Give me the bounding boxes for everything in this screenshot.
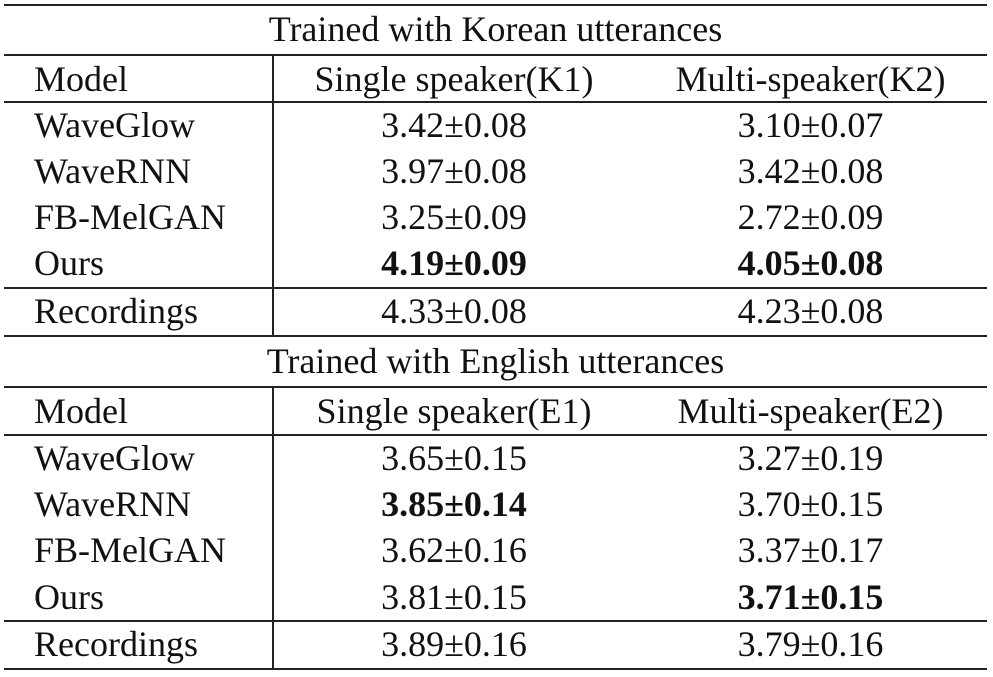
header-multi-speaker: Multi-speaker(E2) [677,391,944,431]
rule [4,335,987,337]
score-single-best: 3.85±0.14 [381,484,527,524]
model-name: Ours [34,243,104,283]
header-multi-speaker: Multi-speaker(K2) [675,59,946,99]
score-multi: 3.10±0.07 [737,105,884,145]
model-name: WaveGlow [34,438,196,478]
score-multi-best: 4.05±0.08 [737,243,884,283]
rule [4,101,987,103]
score-multi-best: 3.71±0.15 [737,577,884,617]
score-single: 3.62±0.16 [381,530,527,570]
score-multi: 3.37±0.17 [737,530,884,570]
score-multi: 2.72±0.09 [737,197,884,237]
recordings-multi: 4.23±0.08 [737,291,884,331]
header-single-speaker: Single speaker(E1) [316,391,592,431]
rule [4,386,987,388]
rule [4,620,987,622]
rule [4,434,987,436]
header-model: Model [34,59,128,99]
rule-bottom [4,668,987,670]
model-name: WaveRNN [34,484,192,524]
score-single-best: 4.19±0.09 [381,243,527,283]
score-single: 3.97±0.08 [381,151,527,191]
column-separator [272,386,274,669]
score-single: 3.42±0.08 [381,105,527,145]
section-title-english: Trained with English utterances [266,341,725,381]
score-single: 3.81±0.15 [381,577,527,617]
score-single: 3.25±0.09 [381,197,527,237]
model-name: WaveGlow [34,105,196,145]
recordings-label: Recordings [34,291,198,331]
header-model: Model [34,391,128,431]
column-separator [272,54,274,336]
score-multi: 3.70±0.15 [737,484,884,524]
score-multi: 3.42±0.08 [737,151,884,191]
model-name: FB-MelGAN [34,530,227,570]
recordings-single: 3.89±0.16 [381,624,527,664]
rule [4,54,987,56]
recordings-single: 4.33±0.08 [381,291,527,331]
model-name: WaveRNN [34,151,192,191]
recordings-multi: 3.79±0.16 [737,624,884,664]
model-name: FB-MelGAN [34,197,227,237]
header-single-speaker: Single speaker(K1) [314,59,594,99]
score-single: 3.65±0.15 [381,438,527,478]
recordings-label: Recordings [34,624,198,664]
section-title-korean: Trained with Korean utterances [268,9,723,49]
rule-top [4,4,987,6]
model-name: Ours [34,577,104,617]
score-multi: 3.27±0.19 [737,438,884,478]
rule [4,287,987,289]
